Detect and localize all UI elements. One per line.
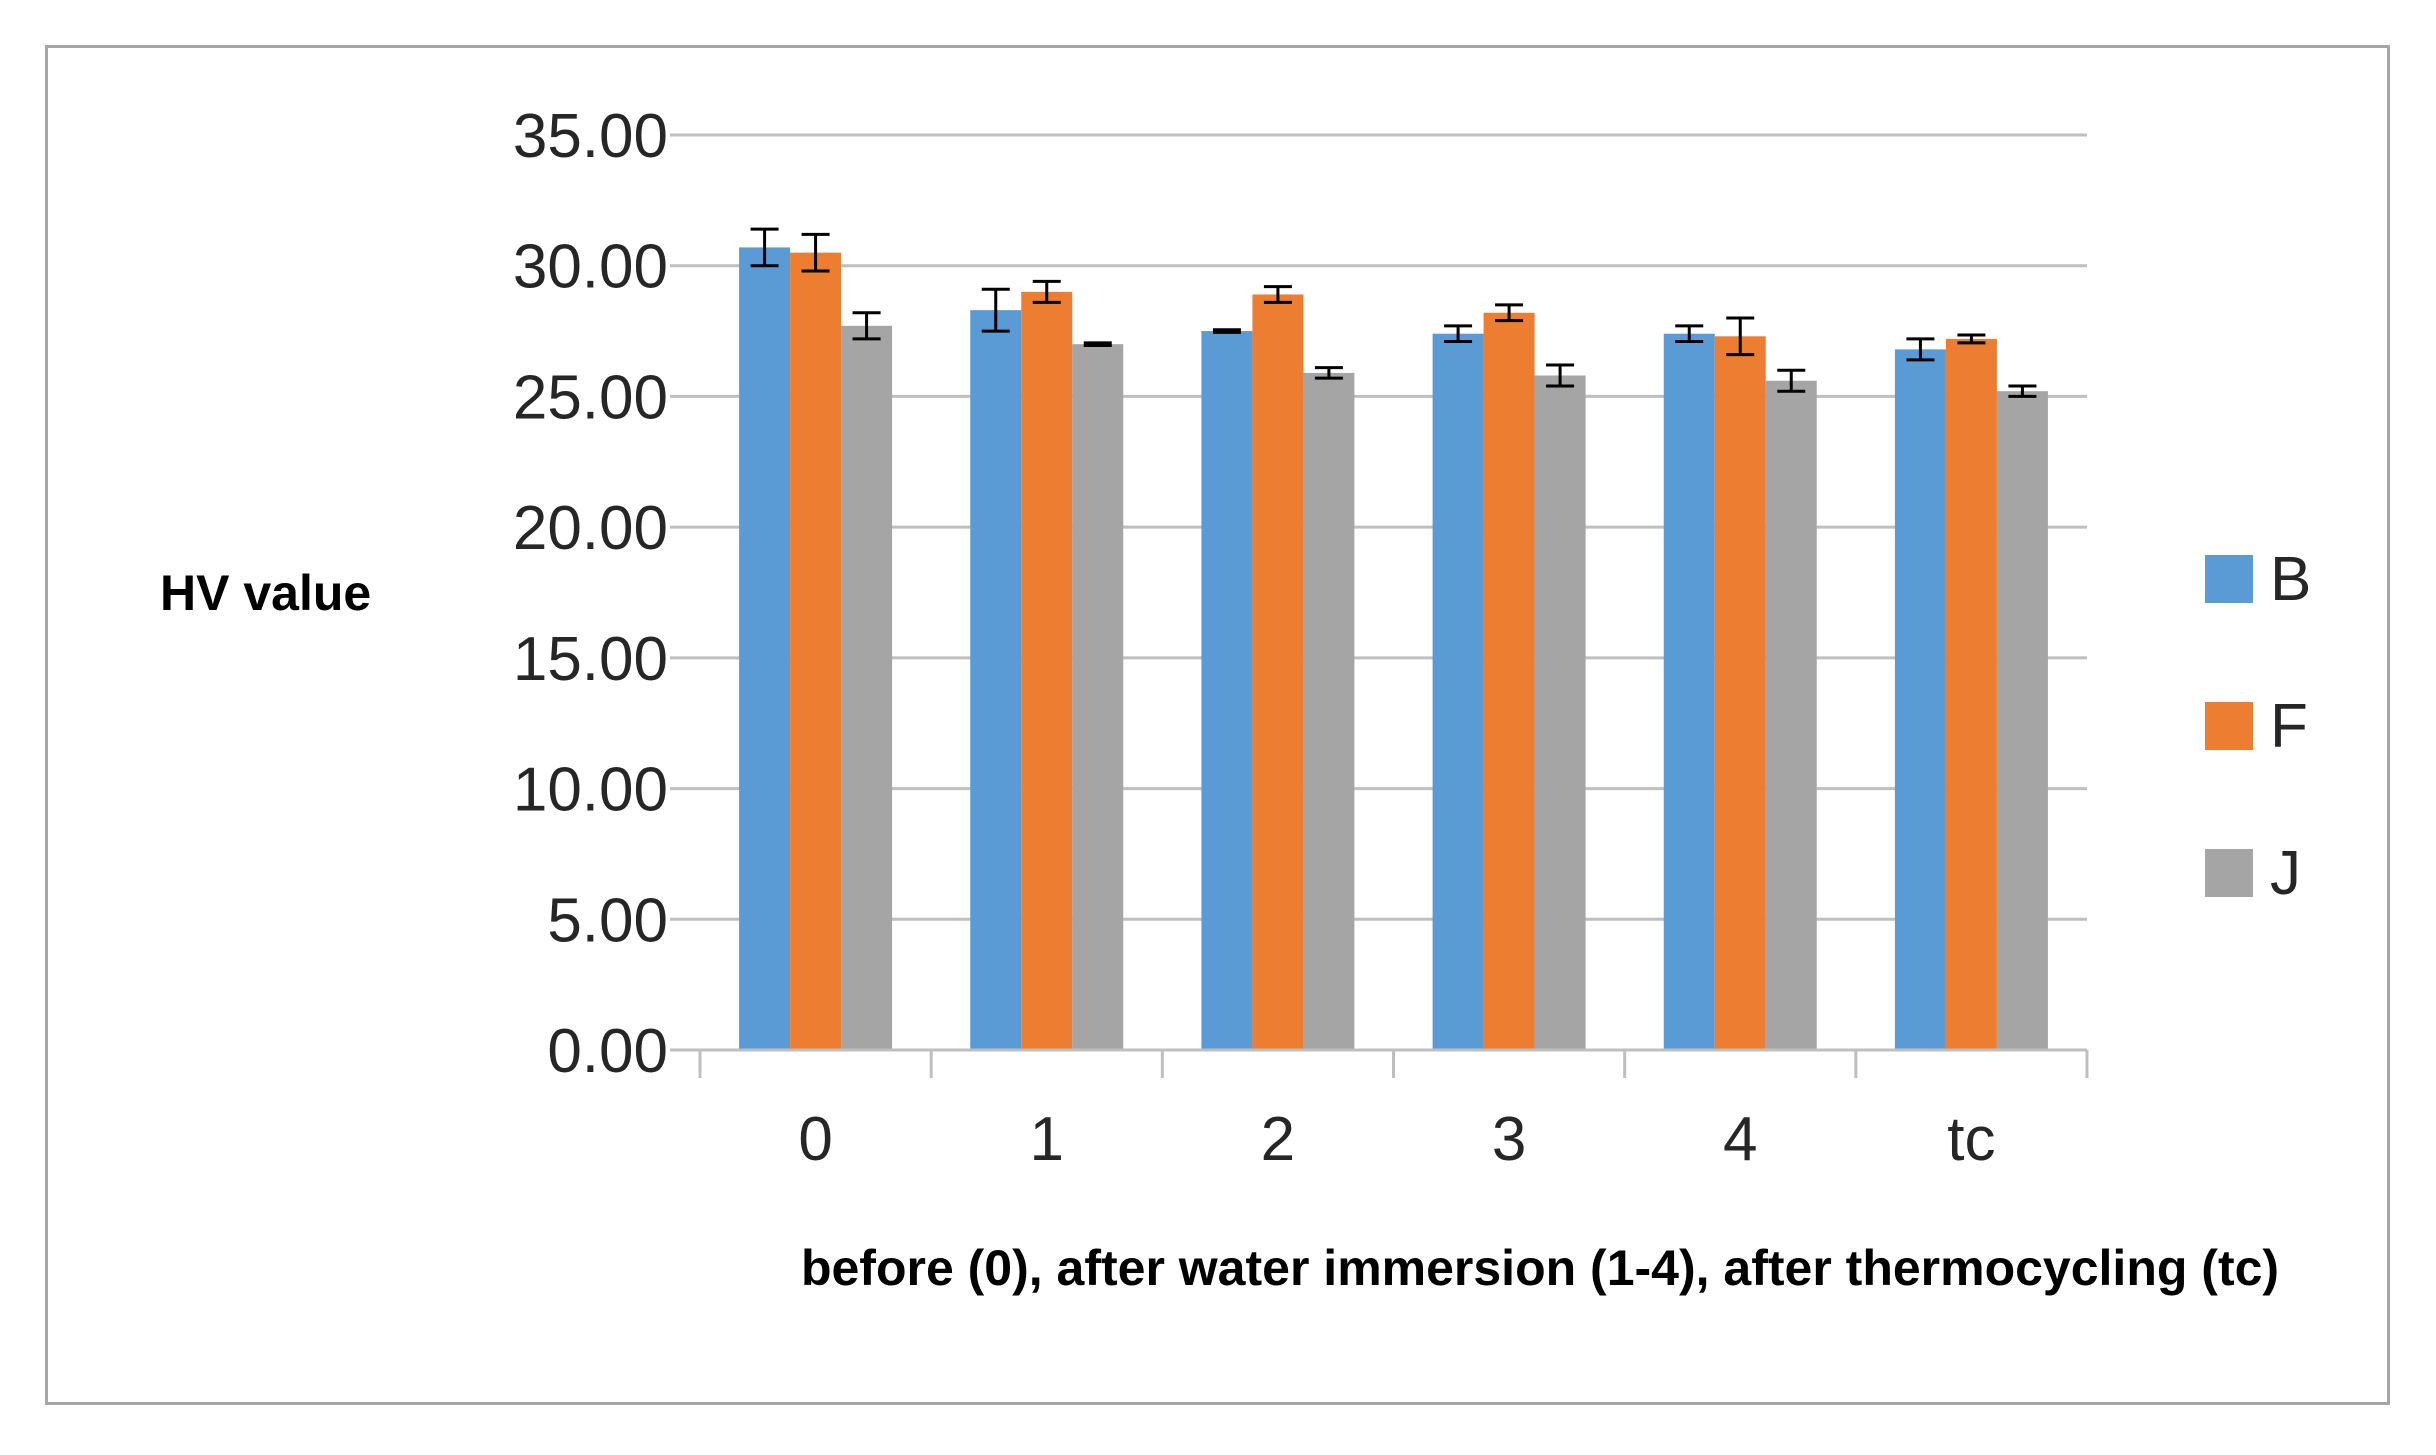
error-bar-F-1 <box>1032 279 1061 304</box>
bar-B-0 <box>739 247 791 1050</box>
y-tick-label: 0.00 <box>547 1017 668 1086</box>
error-bar-J-0 <box>852 311 881 341</box>
y-axis-tick-labels: 0.00 5.00 10.00 15.00 20.00 25.00 30.00 35.00 <box>513 102 668 1086</box>
bar-F-tc <box>1945 338 1997 1050</box>
grid-lines <box>670 133 2087 921</box>
error-bar-B-2 <box>1212 328 1241 334</box>
bar-J-3 <box>1534 375 1586 1050</box>
x-category-label: 0 <box>798 1105 832 1174</box>
error-bar-B-0 <box>750 227 779 268</box>
error-bar-B-3 <box>1444 324 1473 344</box>
y-tick-label: 25.00 <box>513 363 668 432</box>
bar-F-2 <box>1252 294 1304 1050</box>
error-bar-F-0 <box>801 232 830 273</box>
legend-label-B: B <box>2270 545 2311 614</box>
x-category-label: 3 <box>1492 1105 1526 1174</box>
y-tick-label: 20.00 <box>513 494 668 563</box>
y-tick-label: 35.00 <box>513 102 668 171</box>
bar-J-0 <box>841 325 893 1050</box>
y-tick-label: 15.00 <box>513 625 668 694</box>
bar-F-4 <box>1714 336 1766 1050</box>
legend: B F J <box>2205 545 2311 908</box>
bar-J-4 <box>1765 380 1817 1050</box>
x-category-label: 1 <box>1030 1105 1064 1174</box>
bar-J-tc <box>1996 391 2048 1050</box>
error-bar-J-3 <box>1546 363 1575 388</box>
error-bar-F-4 <box>1726 316 1755 357</box>
x-category-label: 2 <box>1261 1105 1295 1174</box>
bar-F-0 <box>790 252 842 1051</box>
x-axis-title: before (0), after water immersion (1-4),… <box>801 1240 2279 1296</box>
x-axis <box>670 1048 2089 1078</box>
bar-B-tc <box>1894 349 1946 1050</box>
error-bar-B-1 <box>981 287 1010 333</box>
bar-B-3 <box>1432 333 1484 1051</box>
error-bar-J-1 <box>1083 341 1112 347</box>
error-bar-J-4 <box>1777 368 1806 393</box>
x-category-label: 4 <box>1723 1105 1757 1174</box>
legend-label-F: F <box>2270 692 2308 761</box>
bar-B-2 <box>1201 331 1253 1051</box>
bar-J-1 <box>1072 344 1124 1051</box>
error-bar-B-4 <box>1675 324 1704 344</box>
legend-swatch-F <box>2205 702 2253 750</box>
bar-B-1 <box>970 310 1022 1051</box>
error-bar-J-tc <box>2008 384 2037 398</box>
bar-F-1 <box>1021 291 1073 1050</box>
bar-F-3 <box>1483 312 1535 1050</box>
error-bar-J-2 <box>1314 366 1343 380</box>
error-bar-F-tc <box>1957 333 1986 345</box>
bar-J-2 <box>1303 372 1355 1050</box>
bar-B-4 <box>1663 333 1715 1051</box>
y-tick-label: 5.00 <box>547 886 668 955</box>
y-tick-label: 10.00 <box>513 756 668 825</box>
error-bar-F-3 <box>1495 303 1524 323</box>
error-bar-F-2 <box>1263 285 1292 304</box>
error-bar-B-tc <box>1906 337 1935 362</box>
error-bars <box>750 227 2037 398</box>
y-tick-label: 30.00 <box>513 233 668 302</box>
y-axis-title: HV value <box>160 565 371 621</box>
bars <box>739 247 2048 1051</box>
x-axis-category-labels: 0 1 2 3 4 tc <box>798 1105 1995 1174</box>
x-category-label: tc <box>1947 1105 1995 1174</box>
legend-swatch-B <box>2205 555 2253 603</box>
legend-label-J: J <box>2270 839 2301 908</box>
legend-swatch-J <box>2205 849 2253 897</box>
